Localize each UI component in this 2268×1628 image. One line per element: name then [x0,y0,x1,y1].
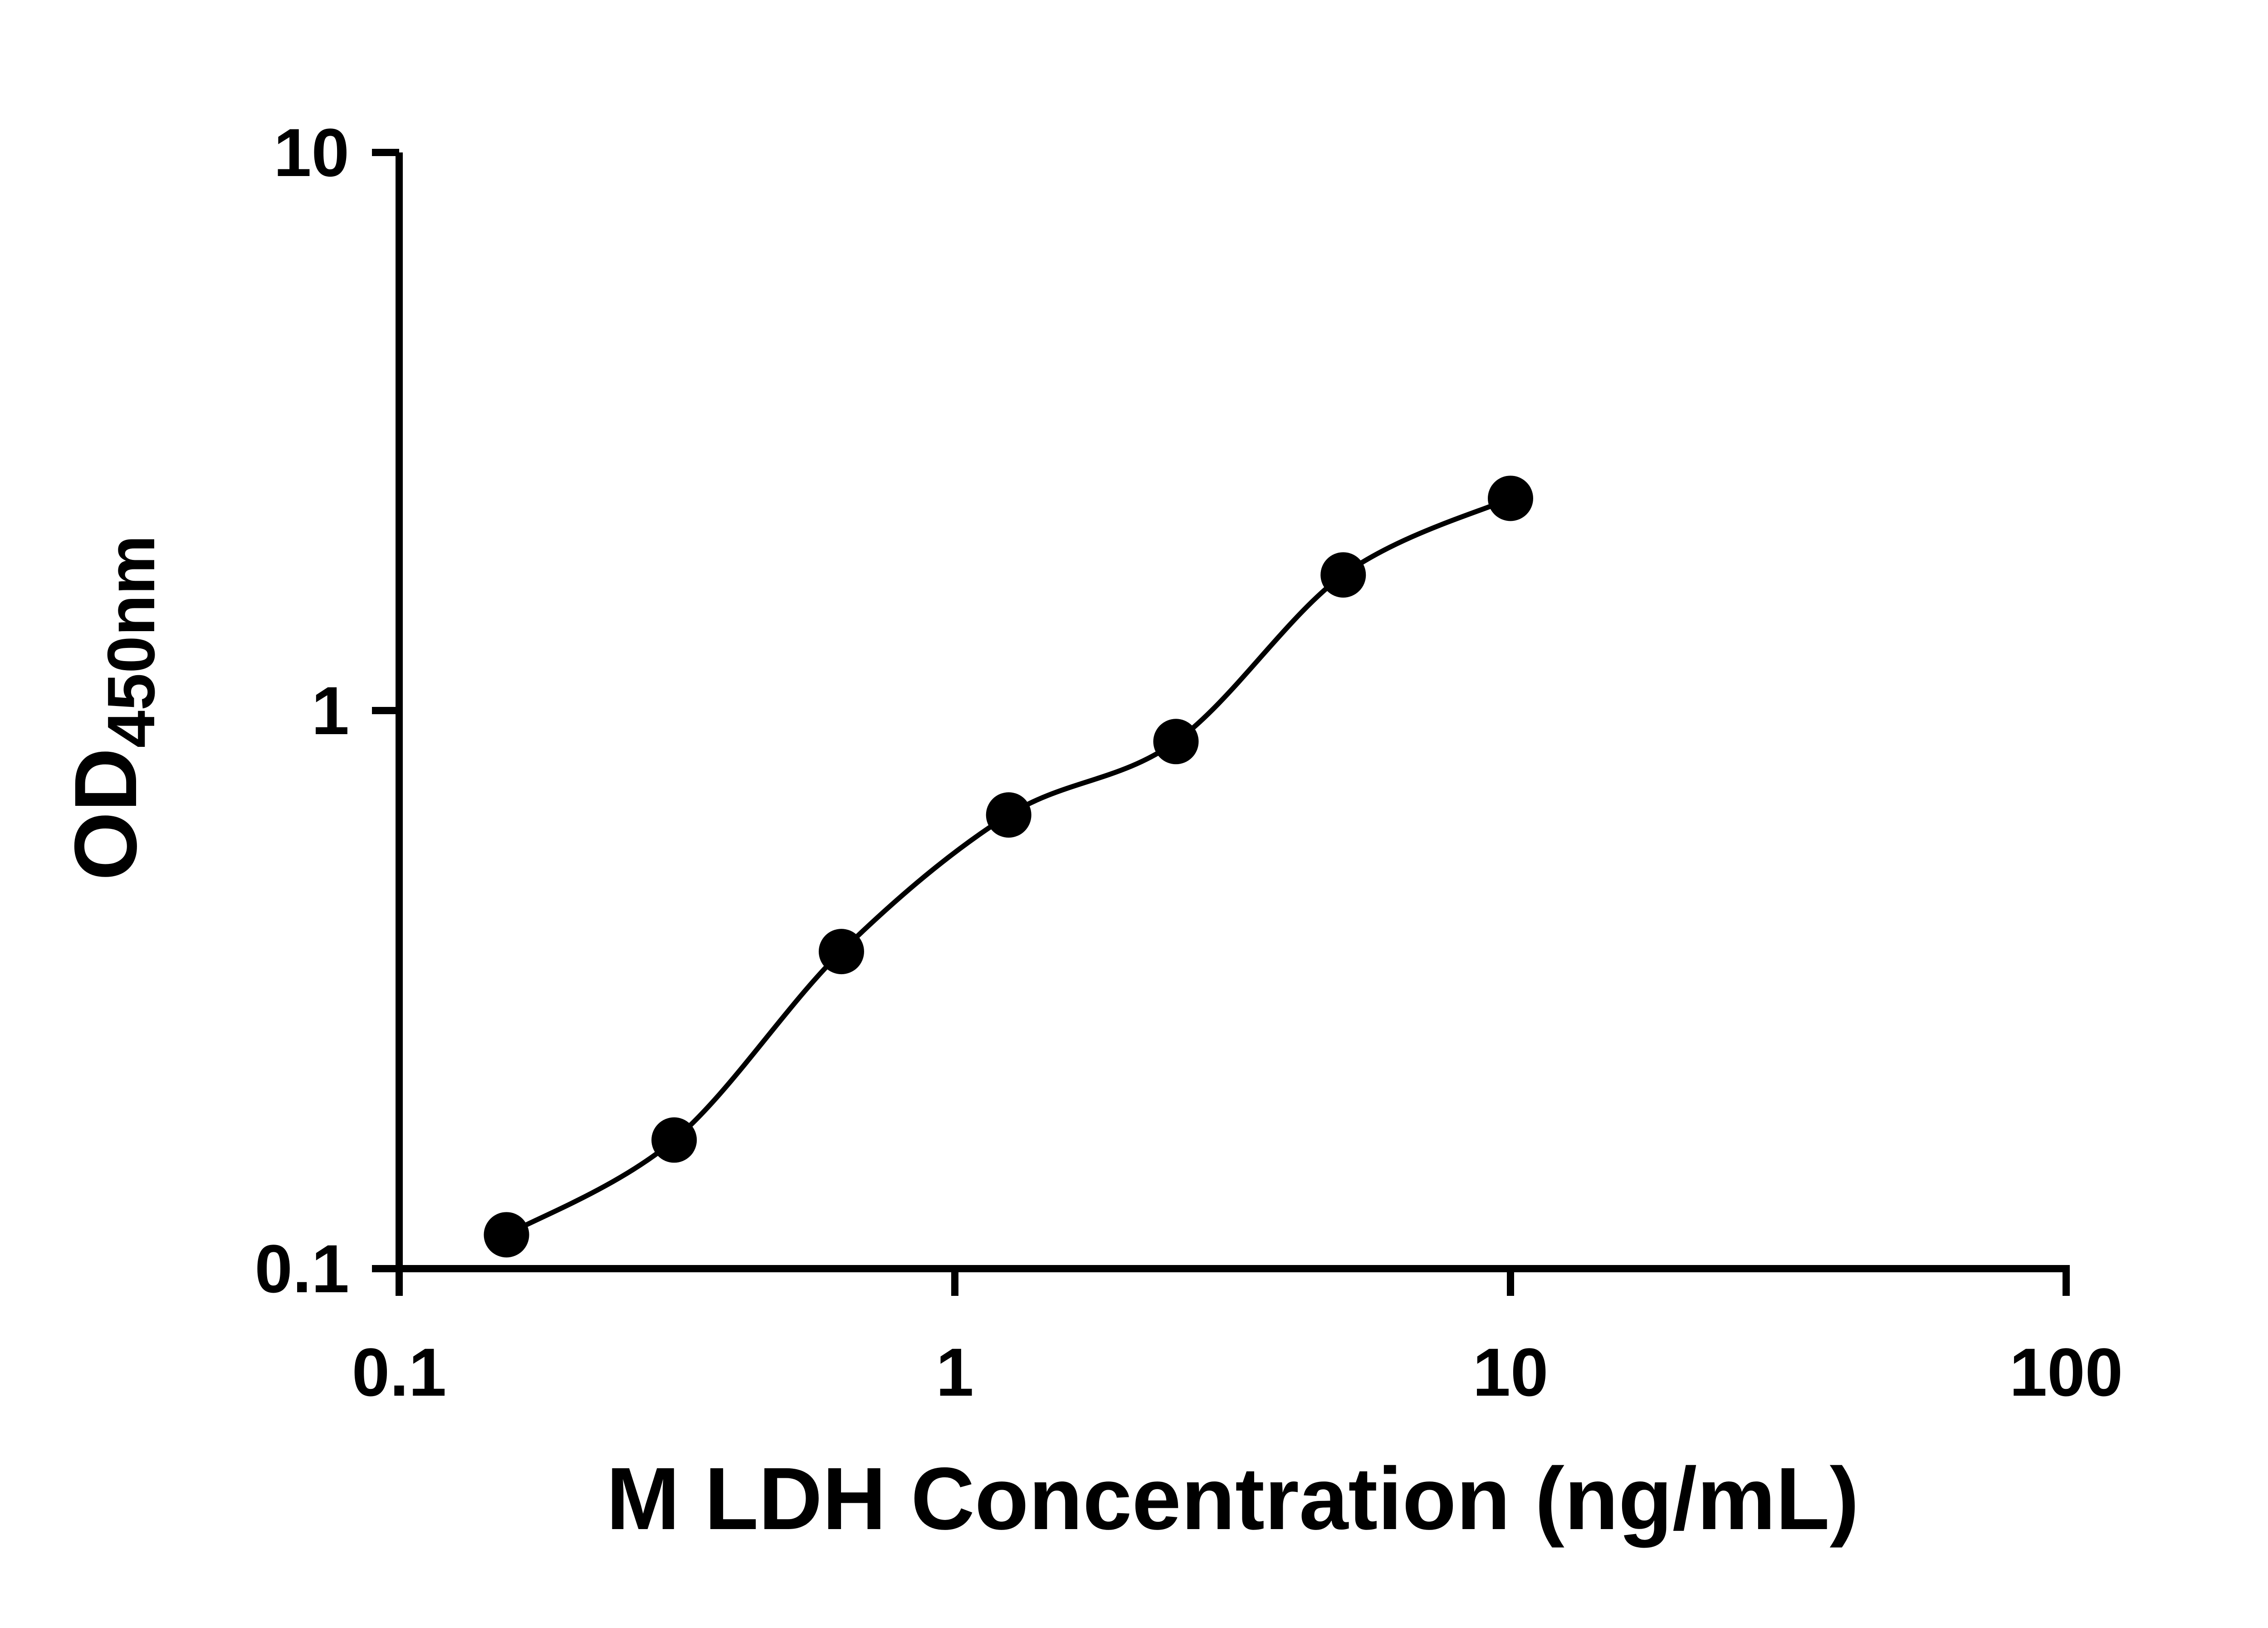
x-axis-tick-label: 100 [2009,1334,2123,1410]
data-point [651,1117,697,1163]
x-axis-title: M LDH Concentration (ng/mL) [606,1449,1859,1548]
y-axis-title-main: OD [56,748,155,881]
data-point [484,1212,529,1258]
y-axis-title-subscript: 450nm [94,535,169,748]
data-point [1488,476,1533,521]
y-axis-tick-label: 0.1 [254,1231,349,1307]
data-point [986,792,1031,838]
y-axis-tick-label: 10 [274,114,349,191]
y-axis-tick-label: 1 [312,672,349,749]
y-axis-title: OD450nm [56,535,169,880]
x-axis-tick-label: 0.1 [352,1334,447,1410]
fit-curve [505,496,1512,1237]
data-point [1153,719,1199,765]
x-axis-tick-label: 1 [936,1334,973,1410]
data-point [1320,552,1366,598]
x-axis-tick-label: 10 [1473,1334,1549,1410]
data-point [818,929,864,975]
